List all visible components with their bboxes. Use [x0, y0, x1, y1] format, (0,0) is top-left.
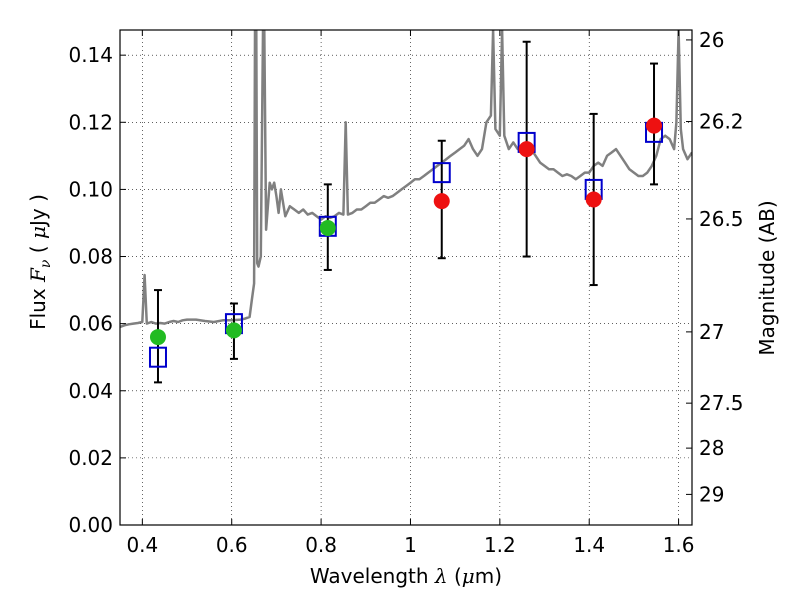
x-tick-label: 0.6: [216, 533, 248, 557]
x-tick-label: 1.4: [573, 533, 605, 557]
x-tick-label: 0.8: [305, 533, 337, 557]
measured-point: [433, 193, 450, 210]
y-tick-label: 0.12: [68, 110, 113, 134]
y2-tick-label: 26: [699, 28, 724, 52]
y2-tick-label: 29: [699, 482, 724, 506]
y-tick-label: 0.00: [68, 513, 113, 537]
y2-tick-label: 27.5: [699, 391, 744, 415]
model-point: [148, 346, 167, 368]
x-tick-label: 1.6: [663, 533, 695, 557]
y-tick-label: 0.06: [68, 312, 113, 336]
measured-points: [149, 117, 663, 346]
y2-tick-label: 26.5: [699, 207, 744, 231]
x-tick-label: 1: [404, 533, 417, 557]
plot-frame: [119, 29, 693, 526]
measured-point: [518, 141, 535, 158]
y2-tick-label: 27: [699, 320, 724, 344]
y-axis-label: Flux Fν ( μJy ): [26, 194, 55, 330]
y2-axis-label: Magnitude (AB): [755, 200, 779, 355]
axis-ticks: 0.4 0.6 0.8 1 1.2 1.4 1.6 0.00 0.02 0.04 0.06 0.08 0…: [68, 28, 743, 557]
y2-tick-label: 26.2: [699, 110, 744, 134]
y-tick-label: 0.08: [68, 245, 113, 269]
model-point: [432, 162, 451, 184]
measured-point: [319, 220, 336, 236]
x-axis-label: Wavelength λ (μm): [310, 564, 502, 588]
template-spectrum-line: [120, 30, 692, 329]
x-tick-label: 0.4: [126, 533, 158, 557]
y2-tick-label: 28: [699, 436, 724, 460]
y-tick-label: 0.14: [68, 43, 113, 67]
y-tick-label: 0.10: [68, 177, 113, 201]
measured-point: [646, 117, 663, 134]
x-tick-label: 1.2: [484, 533, 516, 557]
y-tick-label: 0.04: [68, 379, 113, 403]
y-tick-label: 0.02: [68, 446, 113, 470]
measured-point: [225, 322, 242, 339]
measured-point: [149, 329, 166, 346]
measured-point: [585, 191, 602, 208]
